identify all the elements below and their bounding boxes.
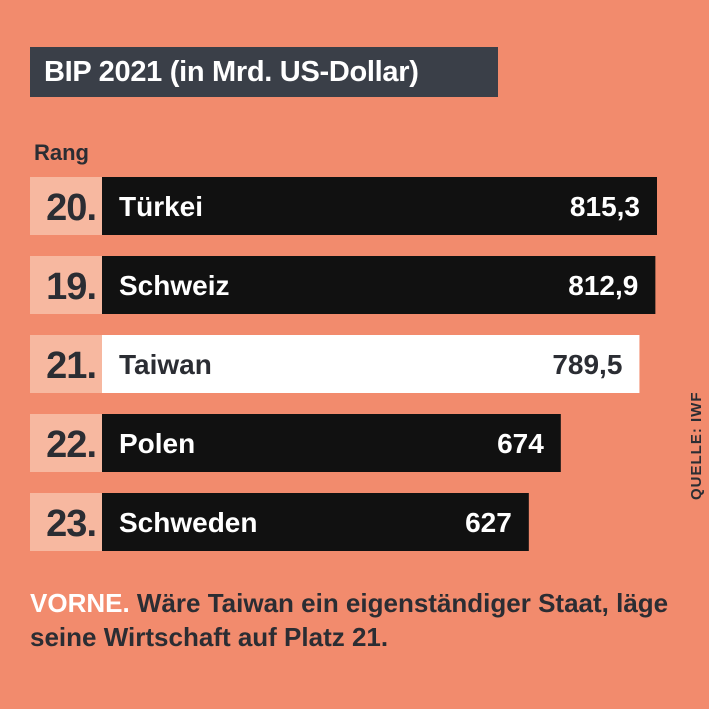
value-label: 627 [465, 507, 512, 538]
category-label: Schweden [119, 507, 257, 538]
bar [102, 414, 561, 472]
rank-box [30, 335, 102, 393]
rank-box [30, 493, 102, 551]
value-label: 815,3 [570, 191, 640, 222]
category-label: Türkei [119, 191, 203, 222]
bar [102, 335, 640, 393]
value-label: 812,9 [568, 270, 638, 301]
rank-column-label: Rang [34, 140, 89, 165]
caption: VORNE. Wäre Taiwan ein eigenständiger St… [30, 586, 680, 654]
rank-label: 19. [46, 266, 96, 308]
value-label: 789,5 [552, 349, 622, 380]
caption-text: Wäre Taiwan ein eigenständiger Staat, lä… [30, 588, 669, 652]
rank-label: 22. [46, 424, 96, 466]
rank-box [30, 414, 102, 472]
caption-lead: VORNE. [30, 588, 130, 618]
bar [102, 493, 529, 551]
category-label: Polen [119, 428, 195, 459]
bar [102, 177, 657, 235]
rank-box [30, 177, 102, 235]
value-label: 674 [497, 428, 544, 459]
category-label: Schweiz [119, 270, 229, 301]
rank-box [30, 256, 102, 314]
category-label: Taiwan [119, 349, 212, 380]
rank-label: 20. [46, 187, 96, 229]
source-label: QUELLE: IWF [688, 391, 705, 501]
bar [102, 256, 656, 314]
chart-title: BIP 2021 (in Mrd. US-Dollar) [30, 47, 498, 97]
rank-label: 23. [46, 503, 96, 545]
rank-label: 21. [46, 345, 96, 387]
